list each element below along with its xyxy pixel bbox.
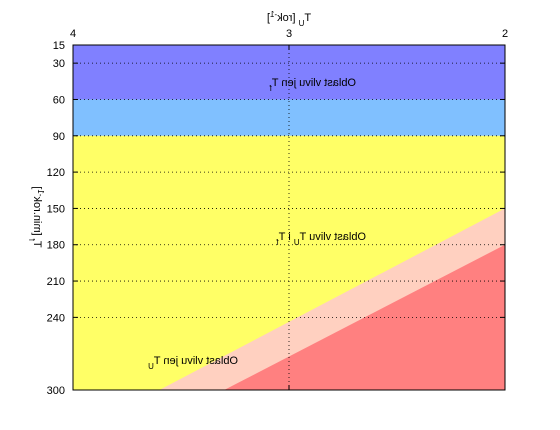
x-axis-label: TU [rok-1] xyxy=(267,10,311,28)
y-tick-label-8: 240 xyxy=(47,312,65,324)
regions-layer xyxy=(73,45,505,390)
y-tick-label-3: 90 xyxy=(53,131,65,143)
y-tick-label-0: 15 xyxy=(53,40,65,52)
y-tick-label-9: 300 xyxy=(47,385,65,397)
mirror-group: 2 3 4 15 30 60 90 120 150 180 210 240 300 Oblast vli… xyxy=(28,10,509,398)
y-tick-label-1: 30 xyxy=(53,58,65,70)
x-tick-label-2: 4 xyxy=(70,28,76,40)
region-band-0 xyxy=(73,45,505,100)
region-label-both: Oblast vlivu TU i Tf xyxy=(276,231,366,247)
region-label-tu: Oblast vlivu jen TU xyxy=(148,355,238,371)
x-tick-label-0: 2 xyxy=(502,28,508,40)
y-axis-label: Tf [min.rok-1] xyxy=(28,186,46,247)
region-label-tf: Oblast vlivu jen Tf xyxy=(269,77,356,93)
y-tick-label-6: 180 xyxy=(47,240,65,252)
y-tick-label-7: 210 xyxy=(47,276,65,288)
y-tick-label-5: 150 xyxy=(47,203,65,215)
x-tick-label-1: 3 xyxy=(286,28,292,40)
y-tick-label-2: 60 xyxy=(53,94,65,106)
grid-layer xyxy=(73,45,505,390)
y-tick-label-4: 120 xyxy=(47,167,65,179)
ticks-layer: 2 3 4 15 30 60 90 120 150 180 210 240 300 xyxy=(47,28,508,397)
